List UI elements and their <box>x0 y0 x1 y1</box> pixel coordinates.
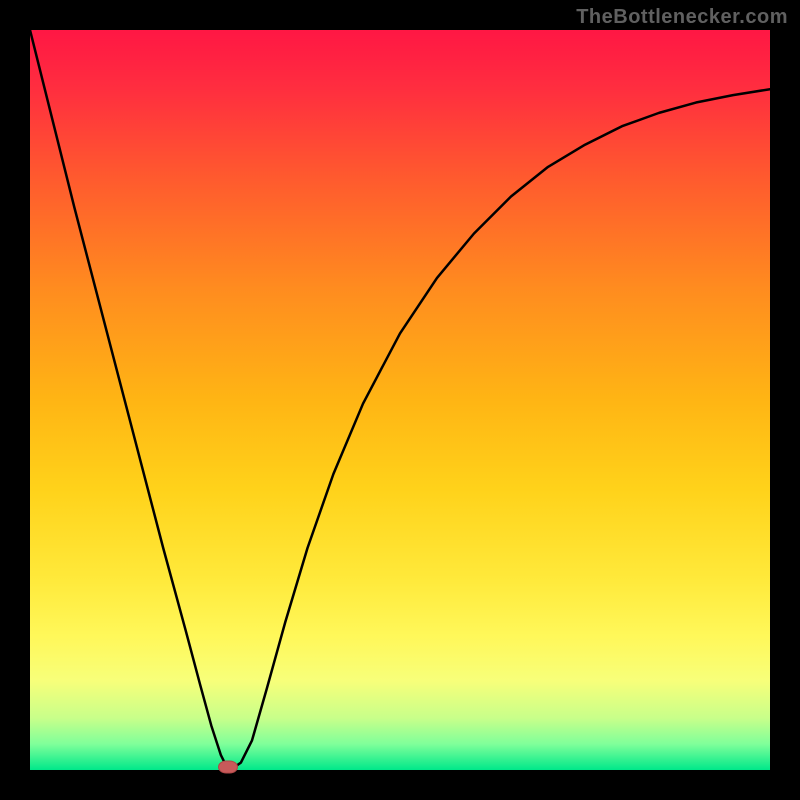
chart-canvas <box>30 30 770 770</box>
watermark-text: TheBottlenecker.com <box>576 6 788 29</box>
optimal-point-marker <box>218 761 238 774</box>
chart-background <box>30 30 770 770</box>
plot-area <box>30 30 770 770</box>
